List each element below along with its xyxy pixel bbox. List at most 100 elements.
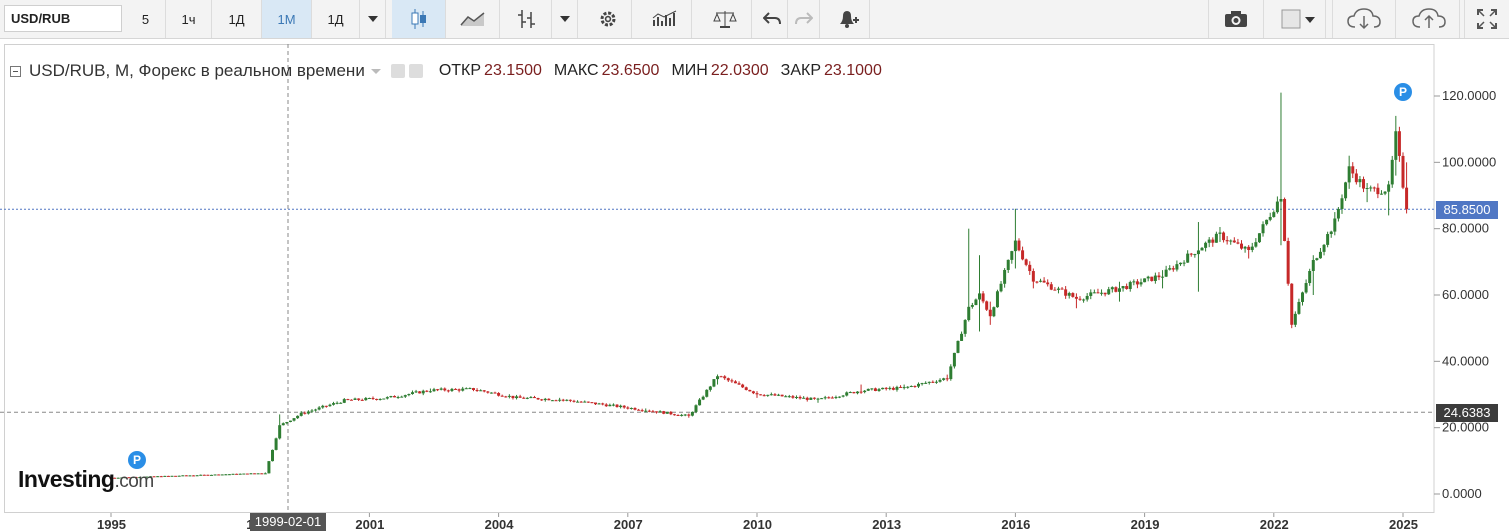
candle-body [206,474,210,476]
x-tick-label: 2007 [614,517,643,531]
candle-body [820,398,824,400]
event-tag-2025[interactable]: P [1394,83,1412,101]
color-picker-button[interactable] [1270,0,1326,38]
candle-body [285,422,289,424]
candle-body [942,378,946,380]
legend-settings-icon[interactable] [408,64,423,78]
candle-body [1021,250,1025,260]
line-chart-button[interactable] [446,0,500,38]
price-chart[interactable]: 120.0000 100.0000 80.0000 60.0000 40.0000 20.… [0,39,1509,531]
interval-dropdown-button[interactable] [360,0,386,38]
candle-body [676,414,680,416]
y-tick-label: 60.0000 [1442,287,1489,302]
interval-5[interactable]: 5 [126,0,166,38]
interval-1d[interactable]: 1Д [212,0,262,38]
candle-body [1078,298,1082,300]
candle-body [1311,259,1315,271]
candle-body [1301,292,1305,302]
candle-body [181,475,185,477]
interval-1h[interactable]: 1ч [166,0,212,38]
candle-body [220,474,224,476]
alert-button[interactable] [826,0,870,38]
legend-dropdown-icon[interactable] [370,68,381,74]
candle-body [802,397,806,399]
candle-body [547,398,551,401]
candle-body [1064,289,1068,296]
candle-body [995,291,999,308]
candle-body [1117,288,1121,292]
undo-button[interactable] [756,0,788,38]
candle-body [981,293,985,302]
candle-body [403,395,407,397]
candle-body [159,476,163,478]
crosshair-date-badge: 1999-02-01 [250,513,326,531]
candle-body [777,394,781,396]
candle-body [1290,283,1294,325]
candle-body [332,403,336,405]
candle-body [626,407,630,409]
cloud-download-button[interactable] [1332,0,1396,38]
chart-type-dropdown-button[interactable] [552,0,578,38]
candle-body [568,399,572,401]
candle-body [927,381,931,383]
candle-body [1318,251,1322,259]
event-tag-1995[interactable]: P [128,451,146,469]
compare-button[interactable] [698,0,752,38]
screenshot-button[interactable] [1208,0,1264,38]
candle-body [1082,299,1086,301]
candle-body [1039,280,1043,282]
candle-body [1164,269,1168,277]
candle-body [920,383,924,385]
candle-body [1053,289,1057,291]
candle-body [536,397,540,400]
candle-body [1056,288,1060,290]
candle-body [615,404,619,408]
symbol-input[interactable]: USD/RUB [4,5,122,32]
candle-body [184,475,188,477]
candle-body [1383,191,1387,194]
bar-chart-button[interactable] [500,0,552,38]
candle-body [827,397,831,399]
bar-chart-icon [517,10,535,28]
candle-body [1376,187,1380,195]
candle-body [192,475,196,477]
chart-pane[interactable] [4,44,1434,513]
candle-body [288,420,292,423]
visibility-icon[interactable] [390,64,405,78]
candle-body [859,391,863,393]
candle-body [1089,292,1093,296]
candle-body [698,399,702,406]
candle-body [148,476,152,478]
candle-body [766,394,770,396]
candle-body [1135,281,1139,285]
candle-body [1143,278,1147,283]
interval-1m[interactable]: 1М [262,0,312,38]
candle-body [1110,287,1114,290]
candle-body [895,386,899,390]
candle-body [113,477,117,479]
candle-body [1401,155,1405,188]
indicators-button[interactable] [638,0,692,38]
candle-body [611,404,615,406]
interval-custom[interactable]: 1Д [312,0,360,38]
candle-body [540,399,544,401]
collapse-legend-button[interactable] [10,65,21,77]
candle-body [1175,264,1179,270]
candle-body [1257,233,1261,243]
candle-body [1336,208,1340,219]
candle-body [1268,216,1272,220]
candle-body [385,397,389,399]
candles-button[interactable] [392,0,446,38]
fullscreen-button[interactable] [1464,0,1509,38]
redo-button[interactable] [788,0,820,38]
candle-body [669,411,673,415]
candle-body [1161,276,1165,278]
candle-body [755,393,759,395]
candle-body [934,381,938,383]
settings-button[interactable] [584,0,632,38]
candle-body [342,399,346,403]
candle-body [274,438,278,450]
candle-body [134,477,138,479]
x-tick-label: 2019 [1131,517,1160,531]
cloud-upload-button[interactable] [1398,0,1460,38]
